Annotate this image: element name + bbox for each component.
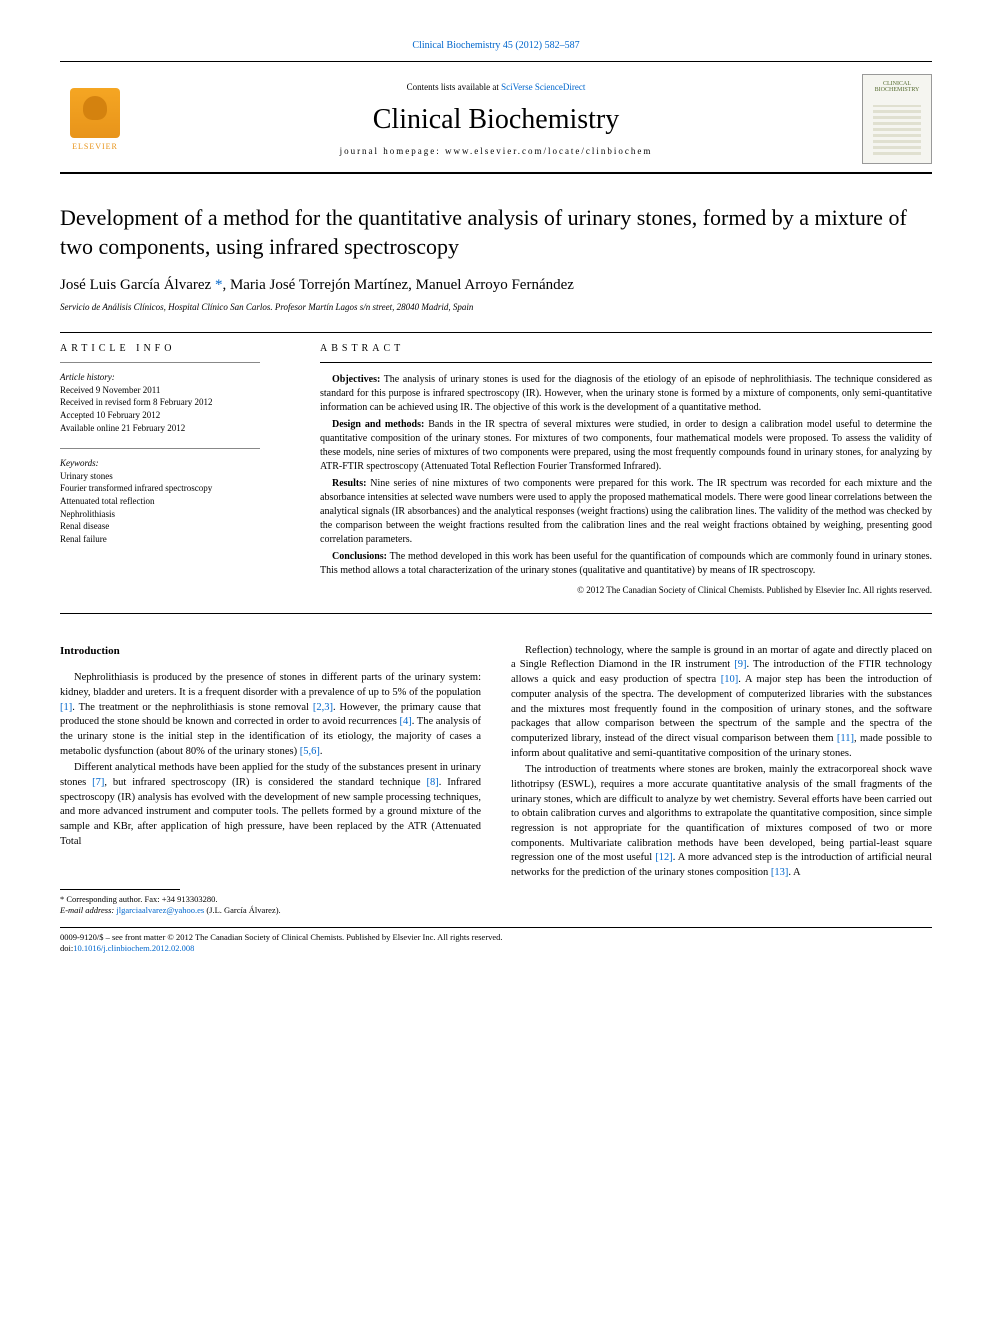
results-text: Nine series of nine mixtures of two comp…: [320, 478, 932, 545]
keyword: Urinary stones: [60, 470, 280, 483]
contents-prefix: Contents lists available at: [407, 82, 501, 92]
corresponding-author-footnote: * Corresponding author. Fax: +34 9133032…: [60, 894, 481, 905]
footer-doi: doi:10.1016/j.clinbiochem.2012.02.008: [60, 943, 932, 954]
accepted-date: Accepted 10 February 2012: [60, 409, 280, 422]
journal-header: ELSEVIER Contents lists available at Sci…: [60, 61, 932, 174]
journal-reference[interactable]: Clinical Biochemistry 45 (2012) 582–587: [60, 40, 932, 51]
article-history: Article history: Received 9 November 201…: [60, 371, 280, 434]
author-2[interactable]: Maria José Torrejón Martínez: [230, 277, 408, 293]
doi-label: doi:: [60, 943, 73, 953]
page-container: Clinical Biochemistry 45 (2012) 582–587 …: [0, 0, 992, 994]
conclusions-label: Conclusions:: [332, 551, 387, 562]
intro-para-1: Nephrolithiasis is produced by the prese…: [60, 671, 481, 759]
keyword: Fourier transformed infrared spectroscop…: [60, 482, 280, 495]
abstract-column: abstract Objectives: The analysis of uri…: [320, 343, 932, 597]
intro-para-2: Different analytical methods have been a…: [60, 761, 481, 849]
keyword: Renal disease: [60, 520, 280, 533]
abstract-heading: abstract: [320, 343, 932, 354]
history-label: Article history:: [60, 371, 280, 384]
ref-10-link[interactable]: [10]: [721, 674, 739, 685]
design-label: Design and methods:: [332, 419, 424, 430]
right-column: Reflection) technology, where the sample…: [511, 644, 932, 917]
doi-link[interactable]: 10.1016/j.clinbiochem.2012.02.008: [73, 943, 194, 953]
elsevier-label: ELSEVIER: [72, 142, 118, 151]
abstract-body: Objectives: The analysis of urinary ston…: [320, 373, 932, 597]
author-3[interactable]: Manuel Arroyo Fernández: [416, 277, 574, 293]
objectives-text: The analysis of urinary stones is used f…: [320, 374, 932, 413]
info-divider: [60, 362, 260, 363]
author-sep-1: ,: [222, 277, 230, 293]
intro-para-4: The introduction of treatments where sto…: [511, 763, 932, 881]
abstract-divider: [320, 362, 932, 363]
contents-available: Contents lists available at SciVerse Sci…: [130, 82, 862, 92]
journal-homepage: journal homepage: www.elsevier.com/locat…: [130, 146, 862, 156]
intro-text: The introduction of treatments where sto…: [511, 764, 932, 863]
ref-8-link[interactable]: [8]: [426, 777, 438, 788]
elsevier-tree-icon: [70, 88, 120, 138]
results-label: Results:: [332, 478, 366, 489]
keywords-label: Keywords:: [60, 457, 280, 470]
email-label: E-mail address:: [60, 905, 116, 915]
ref-11-link[interactable]: [11]: [837, 733, 854, 744]
intro-text: . The treatment or the nephrolithiasis i…: [72, 702, 313, 713]
email-link[interactable]: jlgarciaalvarez@yahoo.es: [116, 905, 204, 915]
ref-9-link[interactable]: [9]: [734, 659, 746, 670]
authors-list: José Luis García Álvarez *, Maria José T…: [60, 277, 932, 294]
header-center: Contents lists available at SciVerse Sci…: [130, 82, 862, 156]
article-info-column: article info Article history: Received 9…: [60, 343, 280, 597]
cover-label: CLINICAL BIOCHEMISTRY: [875, 81, 920, 93]
keyword: Renal failure: [60, 533, 280, 546]
ref-7-link[interactable]: [7]: [92, 777, 104, 788]
objectives-label: Objectives:: [332, 374, 380, 385]
intro-text: , but infrared spectroscopy (IR) is cons…: [104, 777, 426, 788]
body-columns: Introduction Nephrolithiasis is produced…: [60, 644, 932, 917]
author-1[interactable]: José Luis García Álvarez: [60, 277, 215, 293]
keyword: Nephrolithiasis: [60, 508, 280, 521]
ref-12-link[interactable]: [12]: [655, 852, 673, 863]
section-divider: [60, 613, 932, 614]
online-date: Available online 21 February 2012: [60, 422, 280, 435]
journal-name: Clinical Biochemistry: [130, 104, 862, 136]
affiliation: Servicio de Análisis Clínicos, Hospital …: [60, 302, 932, 312]
journal-cover-thumbnail[interactable]: CLINICAL BIOCHEMISTRY: [862, 74, 932, 164]
ref-13-link[interactable]: [13]: [771, 867, 789, 878]
keyword: Attenuated total reflection: [60, 495, 280, 508]
intro-text: .: [320, 746, 323, 757]
article-title: Development of a method for the quantita…: [60, 204, 932, 261]
conclusions-text: The method developed in this work has be…: [320, 551, 932, 576]
intro-text: . A: [788, 867, 800, 878]
received-date: Received 9 November 2011: [60, 384, 280, 397]
intro-text: Nephrolithiasis is produced by the prese…: [60, 672, 481, 698]
revised-date: Received in revised form 8 February 2012: [60, 396, 280, 409]
abstract-objectives: Objectives: The analysis of urinary ston…: [320, 373, 932, 415]
intro-para-3: Reflection) technology, where the sample…: [511, 644, 932, 762]
sciencedirect-link[interactable]: SciVerse ScienceDirect: [501, 82, 585, 92]
homepage-prefix: journal homepage:: [340, 146, 445, 156]
footnote-block: * Corresponding author. Fax: +34 9133032…: [60, 894, 481, 916]
introduction-heading: Introduction: [60, 644, 481, 659]
article-info-row: article info Article history: Received 9…: [60, 343, 932, 597]
email-suffix: (J.L. García Álvarez).: [204, 905, 280, 915]
abstract-copyright: © 2012 The Canadian Society of Clinical …: [320, 584, 932, 597]
ref-56-link[interactable]: [5,6]: [300, 746, 320, 757]
footer-divider: [60, 927, 932, 928]
footer-block: 0009-9120/$ – see front matter © 2012 Th…: [60, 932, 932, 954]
info-divider: [60, 448, 260, 449]
email-footnote: E-mail address: jlgarciaalvarez@yahoo.es…: [60, 905, 481, 916]
article-info-heading: article info: [60, 343, 280, 354]
author-sep-2: ,: [408, 277, 416, 293]
abstract-design: Design and methods: Bands in the IR spec…: [320, 418, 932, 474]
keywords-block: Keywords: Urinary stones Fourier transfo…: [60, 457, 280, 545]
footer-copyright: 0009-9120/$ – see front matter © 2012 Th…: [60, 932, 932, 943]
abstract-results: Results: Nine series of nine mixtures of…: [320, 477, 932, 547]
ref-1-link[interactable]: [1]: [60, 702, 72, 713]
ref-4-link[interactable]: [4]: [399, 716, 411, 727]
elsevier-logo[interactable]: ELSEVIER: [60, 79, 130, 159]
homepage-url[interactable]: www.elsevier.com/locate/clinbiochem: [445, 146, 652, 156]
footnote-divider: [60, 889, 180, 890]
abstract-conclusions: Conclusions: The method developed in thi…: [320, 550, 932, 578]
left-column: Introduction Nephrolithiasis is produced…: [60, 644, 481, 917]
ref-23-link[interactable]: [2,3]: [313, 702, 333, 713]
section-divider: [60, 332, 932, 333]
